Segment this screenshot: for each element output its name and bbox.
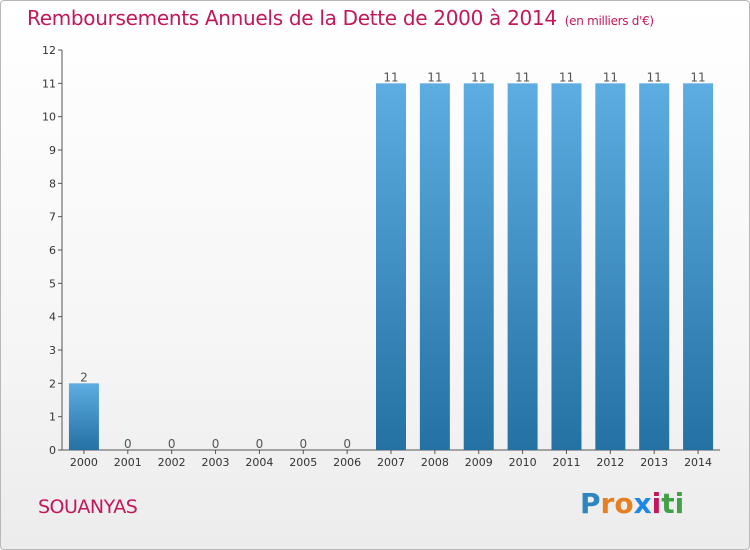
x-tick-label: 2014 <box>684 456 712 469</box>
y-tick-label: 10 <box>42 111 56 124</box>
data-label: 2 <box>80 370 88 384</box>
logo-letter: P <box>580 487 601 520</box>
data-label: 11 <box>471 70 486 84</box>
x-tick-label: 2004 <box>245 456 273 469</box>
y-tick-label: 2 <box>49 377 56 390</box>
x-tick-label: 2000 <box>70 456 98 469</box>
data-label: 0 <box>299 437 307 451</box>
bars <box>68 83 714 450</box>
x-tick-label: 2005 <box>289 456 317 469</box>
logo-letter: i <box>651 487 662 520</box>
logo-letter: x <box>633 487 652 520</box>
chart-title-text: Remboursements Annuels de la Dette de 20… <box>27 6 557 30</box>
bar <box>419 83 450 450</box>
logo-letter: i <box>674 487 685 520</box>
y-tick-label: 8 <box>49 177 56 190</box>
x-tick-label: 2009 <box>465 456 493 469</box>
x-tick-label: 2013 <box>640 456 668 469</box>
data-label: 11 <box>690 70 705 84</box>
x-tick-label: 2012 <box>596 456 624 469</box>
data-label: 11 <box>559 70 574 84</box>
x-tick-label: 2006 <box>333 456 361 469</box>
chart-title-unit: (en milliers d'€) <box>564 14 654 28</box>
y-tick-label: 5 <box>49 277 56 290</box>
bar <box>68 383 99 450</box>
bar <box>376 83 406 450</box>
data-label: 11 <box>647 70 662 84</box>
data-label: 11 <box>383 70 398 84</box>
data-label: 11 <box>427 70 442 84</box>
data-label: 11 <box>603 70 618 84</box>
y-tick-label: 3 <box>49 344 56 357</box>
y-tick-label: 4 <box>49 311 56 324</box>
x-tick-label: 2007 <box>377 456 405 469</box>
y-tick-label: 6 <box>49 244 56 257</box>
proxiti-logo: Proxiti <box>580 487 684 520</box>
logo-letter: t <box>661 487 675 520</box>
x-tick-label: 2010 <box>509 456 537 469</box>
commune-name: SOUANYAS <box>38 496 138 518</box>
data-label: 0 <box>343 437 351 451</box>
x-tick-label: 2001 <box>114 456 142 469</box>
logo-letter: o <box>614 487 634 520</box>
bar <box>551 83 582 450</box>
logo-letter: r <box>600 487 615 520</box>
y-tick-label: 0 <box>49 444 56 457</box>
data-label: 0 <box>124 437 132 451</box>
bar <box>507 83 538 450</box>
bar <box>683 83 714 450</box>
data-label: 0 <box>212 437 220 451</box>
chart-title: Remboursements Annuels de la Dette de 20… <box>27 6 654 30</box>
y-tick-label: 9 <box>49 144 56 157</box>
bar <box>463 83 494 450</box>
y-tick-label: 12 <box>42 44 56 57</box>
data-label: 0 <box>168 437 176 451</box>
bar <box>595 83 626 450</box>
bar <box>639 83 670 450</box>
x-tick-label: 2002 <box>158 456 186 469</box>
x-tick-label: 2011 <box>552 456 580 469</box>
y-tick-label: 11 <box>42 77 56 90</box>
data-labels: 2 0 0 0 0 0 0 11 11 11 11 11 11 11 11 <box>80 70 706 451</box>
y-tick-label: 7 <box>49 211 56 224</box>
data-label: 0 <box>256 437 264 451</box>
y-tick-label: 1 <box>49 411 56 424</box>
x-tick-label: 2003 <box>202 456 230 469</box>
data-label: 11 <box>515 70 530 84</box>
x-tick-label: 2008 <box>421 456 449 469</box>
